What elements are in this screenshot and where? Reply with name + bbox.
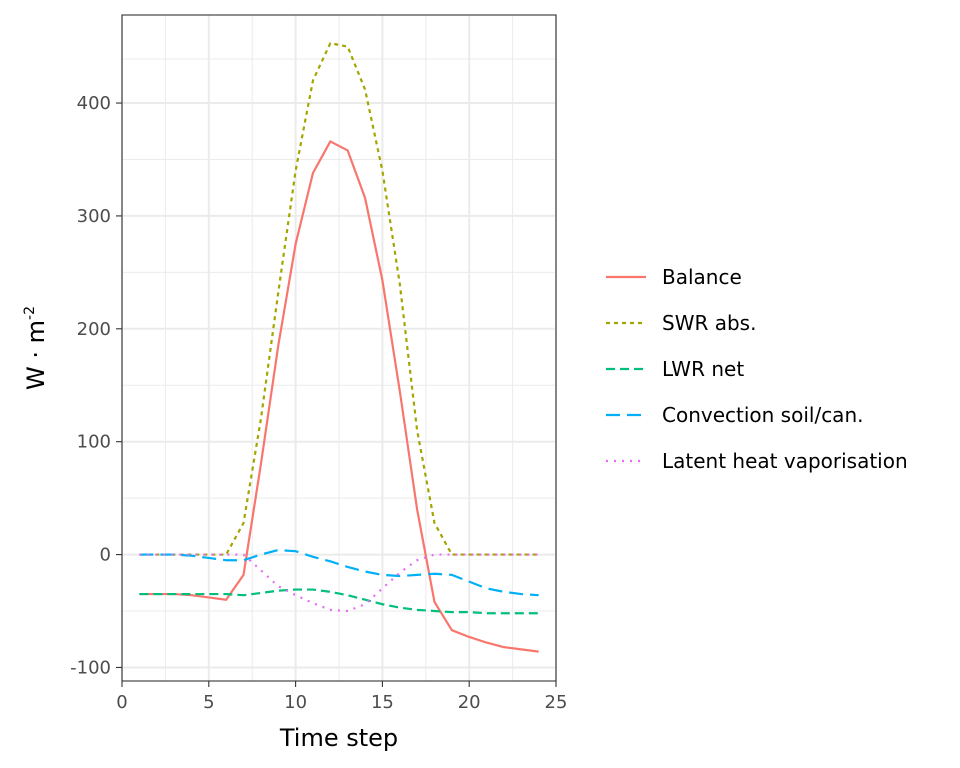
x-axis-title: Time step: [279, 724, 398, 752]
legend-label-lwr-net: LWR net: [662, 357, 744, 381]
legend-item-swr-abs: SWR abs.: [606, 311, 756, 335]
y-axis-title-main: W · m: [22, 320, 50, 390]
series-line-lwr-net: [139, 588, 539, 615]
y-axis-title: W · m-2: [22, 306, 50, 390]
legend-item-balance: Balance: [606, 265, 742, 289]
panel-border: [121, 14, 557, 682]
legend-label-latent-heat-vaporisation: Latent heat vaporisation: [662, 449, 908, 473]
series-lines: [139, 42, 539, 653]
x-tick-label: 20: [458, 692, 481, 713]
legend-label-swr-abs: SWR abs.: [662, 311, 756, 335]
y-tick-label: 400: [77, 93, 111, 114]
y-axis-ticks: -100 0 100 200 300 400: [70, 93, 122, 678]
series-line-balance: [139, 140, 539, 653]
legend-label-balance: Balance: [662, 265, 742, 289]
x-tick-label: 10: [284, 692, 307, 713]
y-axis-title-superscript: -2: [22, 306, 38, 320]
legend-item-lwr-net: LWR net: [606, 357, 744, 381]
x-axis-ticks: 0 5 10 15 20 25: [116, 681, 567, 713]
legend-label-convection-soil-can: Convection soil/can.: [662, 403, 863, 427]
legend-item-latent-heat-vaporisation: Latent heat vaporisation: [606, 449, 908, 473]
series-line-latent-heat-vaporisation: [139, 553, 539, 613]
y-tick-label: 100: [77, 432, 111, 453]
y-tick-label: 300: [77, 206, 111, 227]
legend: Balance SWR abs. LWR net Convection soil/ca…: [606, 265, 908, 473]
x-tick-label: 5: [203, 692, 214, 713]
y-tick-label: 0: [100, 545, 111, 566]
y-tick-label: 200: [77, 319, 111, 340]
series-line-convection-soil-can: [139, 548, 539, 597]
x-tick-label: 0: [116, 692, 127, 713]
y-tick-label: -100: [70, 657, 111, 678]
x-tick-label: 15: [371, 692, 394, 713]
legend-item-convection-soil-can: Convection soil/can.: [606, 403, 863, 427]
x-tick-label: 25: [545, 692, 568, 713]
